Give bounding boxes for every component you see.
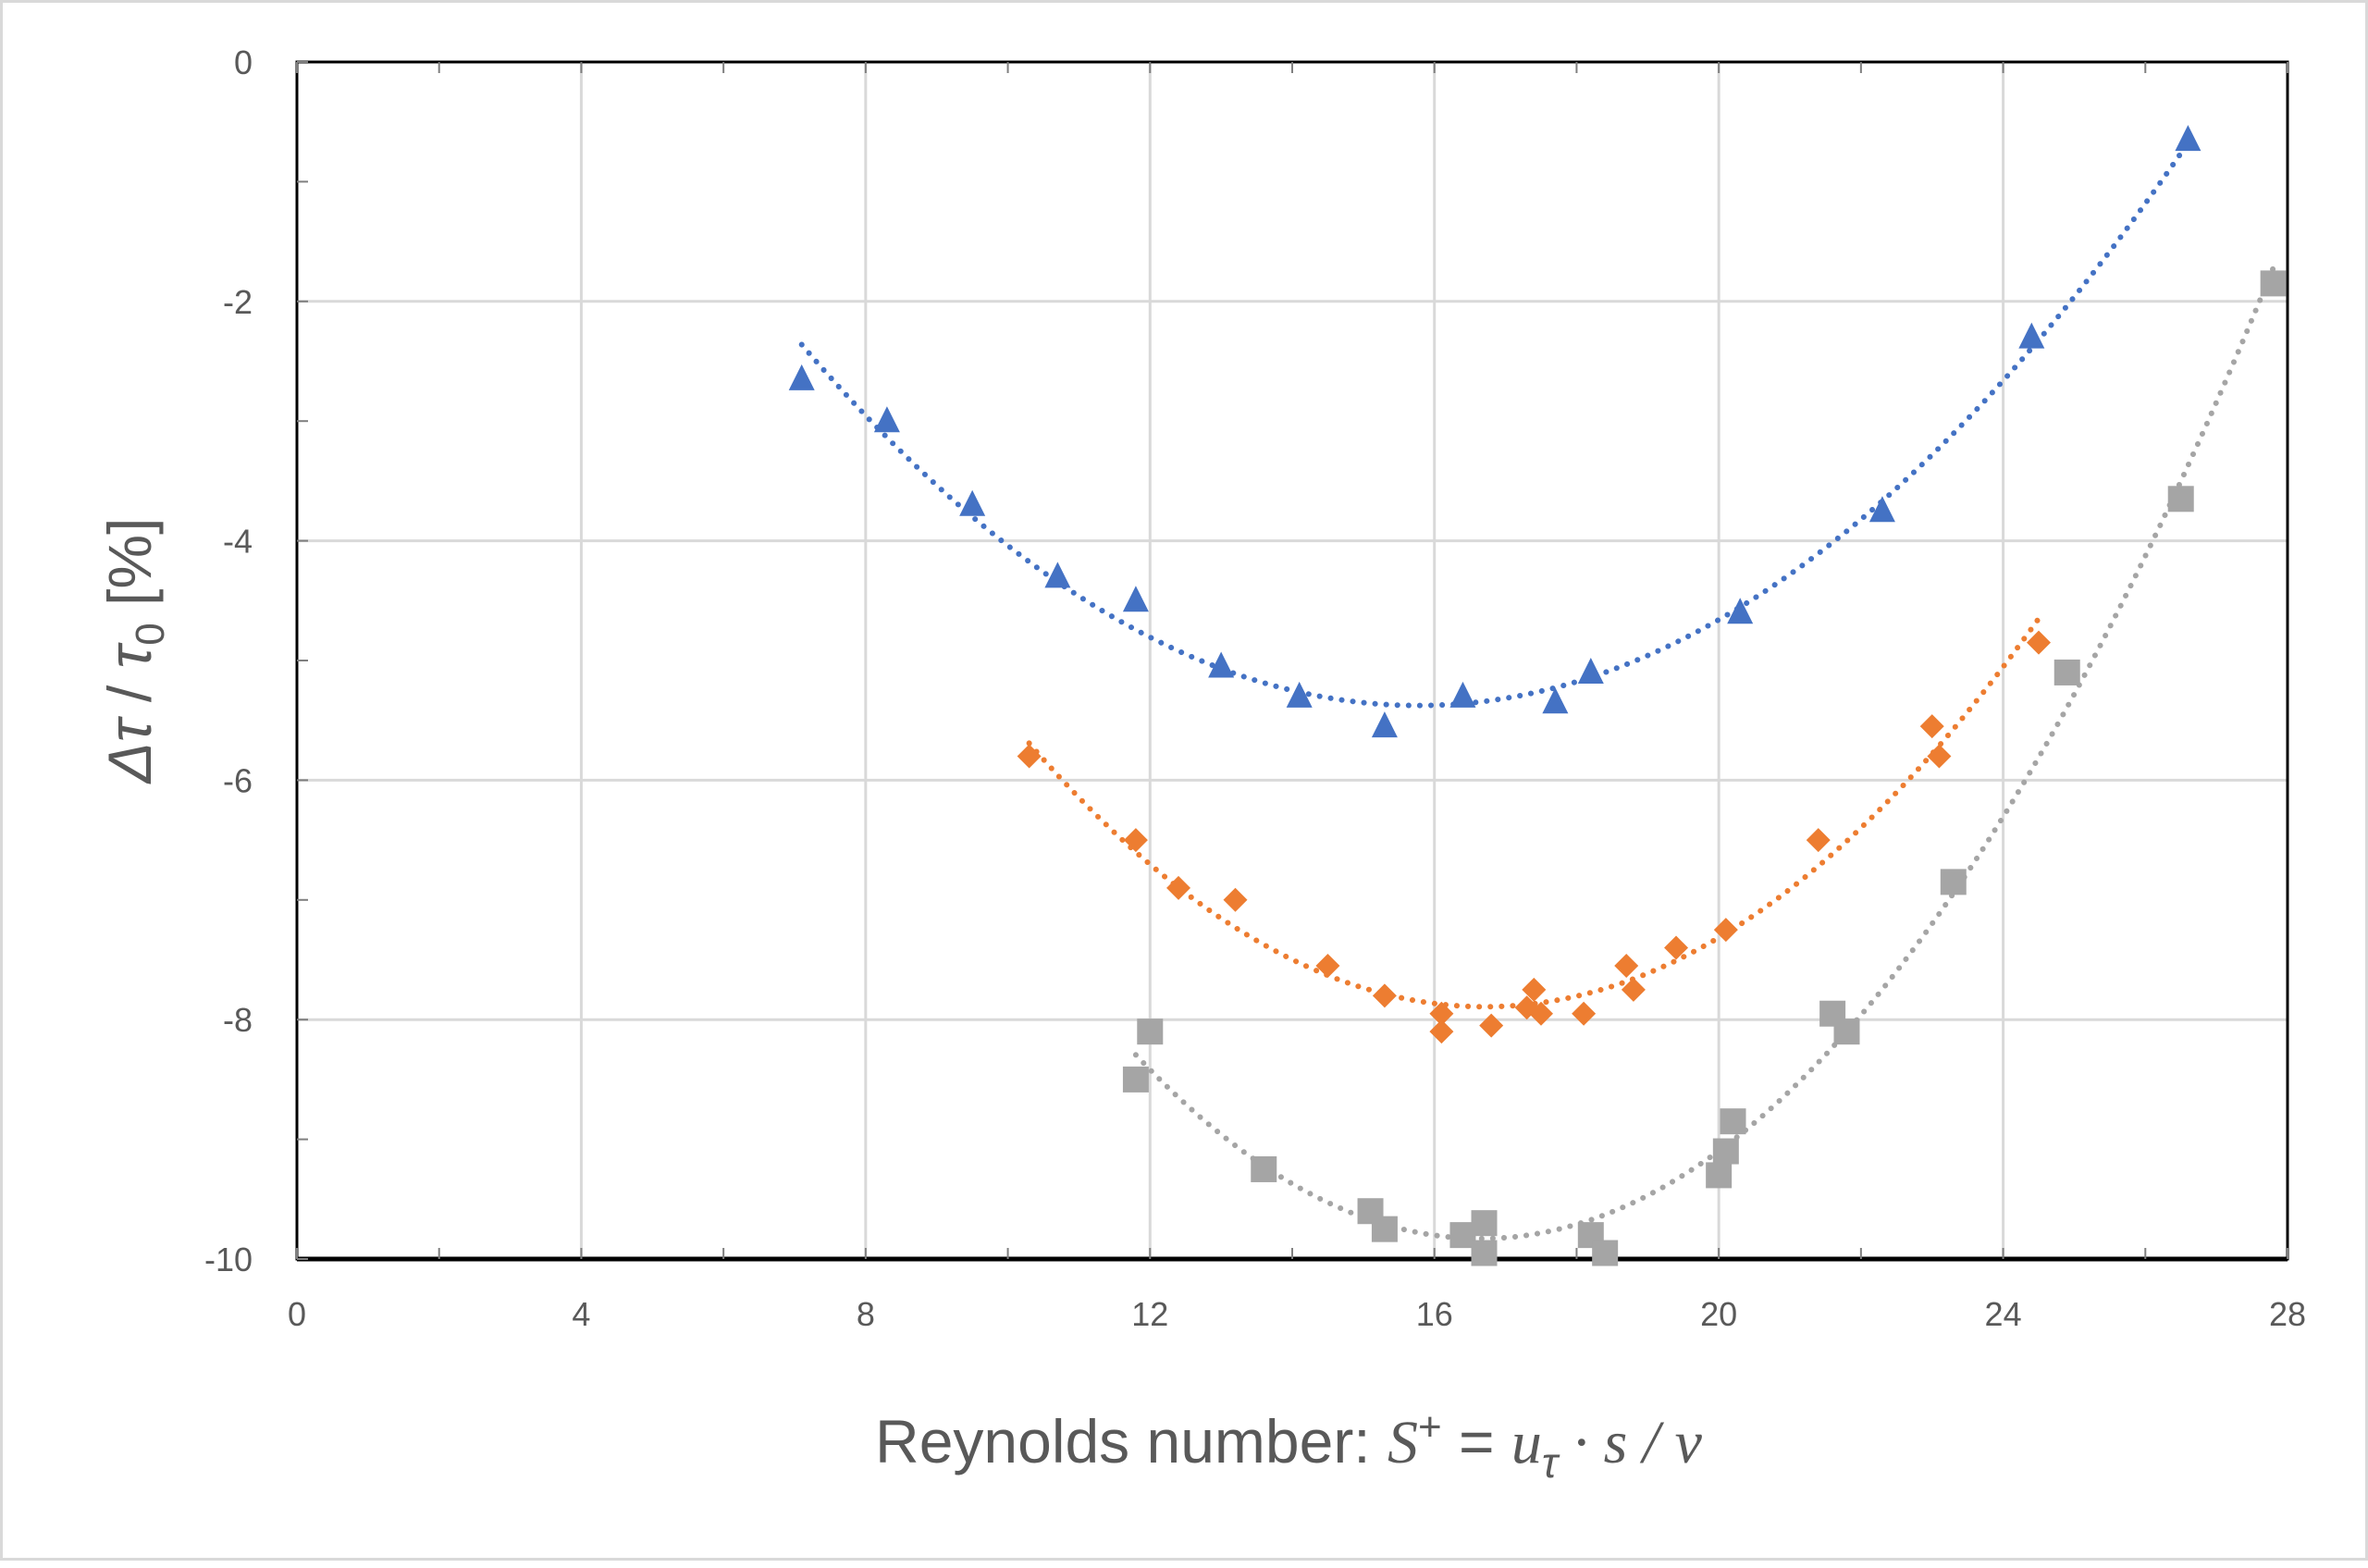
trendline-series-1	[798, 150, 2184, 709]
data-point-diamond	[1522, 977, 1547, 1002]
data-point-triangle	[1208, 651, 1235, 678]
data-point-triangle	[1122, 586, 1149, 612]
y-axis-delta-tau: Δτ	[95, 715, 164, 784]
data-point-diamond	[1806, 828, 1831, 853]
y-tick-label: -4	[223, 523, 253, 561]
grid-layer	[297, 60, 2289, 1259]
y-tick-label: -6	[223, 761, 253, 799]
data-point-diamond	[1123, 828, 1148, 853]
data-point-triangle	[1542, 687, 1569, 714]
data-point-diamond	[2027, 630, 2051, 655]
y-tick-label: 0	[234, 43, 253, 81]
x-axis-s-plus: S	[1388, 1409, 1418, 1476]
data-point-triangle	[1868, 496, 1895, 523]
x-axis-rest: · s / v	[1558, 1409, 1703, 1476]
data-point-triangle	[1286, 681, 1313, 708]
y-axis-tau0: τ	[95, 641, 164, 668]
data-point-square	[1371, 1216, 1398, 1242]
data-point-square	[1712, 1138, 1739, 1165]
data-point-square	[1706, 1162, 1733, 1189]
y-tick-label: -10	[204, 1241, 253, 1278]
data-point-square	[1720, 1108, 1746, 1135]
data-point-triangle	[873, 406, 900, 433]
data-point-triangle	[959, 489, 986, 516]
data-point-diamond	[1166, 875, 1191, 900]
data-point-square	[1833, 1019, 1860, 1045]
y-axis-percent: [%]	[95, 518, 164, 623]
x-tick-label: 12	[1131, 1295, 1168, 1333]
data-point-square	[1471, 1240, 1498, 1266]
data-point-diamond	[1713, 918, 1738, 943]
data-point-diamond	[1614, 953, 1639, 978]
tick-label-layer: 0 4 8 12 16 20 24 28 0 -2 -4 -6 -8 -10	[204, 43, 2306, 1333]
data-point-triangle	[2175, 125, 2202, 152]
marker-layer	[788, 125, 2287, 1266]
data-point-diamond	[1572, 1001, 1597, 1026]
y-axis-title: Δτ / τ0 [%]	[95, 518, 173, 785]
y-axis-slash: /	[95, 668, 164, 719]
x-axis-plus-superscript: +	[1418, 1404, 1442, 1450]
data-point-triangle	[1727, 598, 1754, 624]
plot-border	[295, 60, 2289, 1261]
x-axis-tau-subscript: τ	[1542, 1438, 1560, 1487]
data-point-triangle	[788, 364, 815, 390]
y-tick-label: -2	[223, 283, 253, 321]
x-axis-title: Reynolds number: S+ = uτ · s / v	[875, 1404, 1703, 1487]
data-point-square	[1592, 1240, 1619, 1266]
data-point-square	[1940, 869, 1967, 895]
axis-layer	[295, 60, 2289, 1262]
x-axis-prefix: Reynolds number:	[875, 1407, 1388, 1475]
data-point-triangle	[1449, 681, 1476, 708]
data-point-diamond	[1529, 1001, 1553, 1026]
trendline-series-2	[1026, 615, 2041, 1010]
x-tick-label: 16	[1416, 1295, 1453, 1333]
data-point-diamond	[1927, 744, 1952, 769]
x-tick-label: 28	[2269, 1295, 2306, 1333]
data-point-diamond	[1621, 977, 1646, 1002]
x-tick-label: 20	[1700, 1295, 1737, 1333]
data-point-square	[1251, 1155, 1277, 1182]
data-point-diamond	[1372, 983, 1397, 1008]
data-point-diamond	[1664, 935, 1689, 960]
data-point-triangle	[1371, 711, 1398, 738]
data-point-triangle	[1577, 657, 1604, 684]
data-point-square	[1471, 1210, 1498, 1237]
data-point-square	[2260, 270, 2287, 297]
x-axis-equals: =	[1442, 1407, 1511, 1475]
y-tick-label: -8	[223, 1001, 253, 1039]
chart-svg: 0 4 8 12 16 20 24 280-2-4-6-8-10 Δτ / τ0 [%] Re…	[95, 43, 2306, 1487]
data-point-triangle	[2018, 322, 2045, 349]
data-point-triangle	[1044, 562, 1071, 588]
x-tick-label: 8	[857, 1295, 875, 1333]
data-point-diamond	[1479, 1013, 1504, 1038]
data-point-diamond	[1429, 1019, 1454, 1044]
trendline-series-3	[1132, 265, 2276, 1241]
data-point-square	[1137, 1019, 1164, 1045]
y-axis-zero-subscript: 0	[128, 623, 173, 645]
x-tick-label: 0	[288, 1295, 306, 1333]
data-point-diamond	[1919, 714, 1944, 739]
trend-layer	[798, 150, 2276, 1241]
data-point-square	[1122, 1066, 1149, 1093]
x-tick-label: 24	[1985, 1295, 2022, 1333]
x-tick-label: 4	[572, 1295, 590, 1333]
x-axis-u: u	[1511, 1409, 1542, 1476]
data-point-square	[2167, 486, 2194, 512]
data-point-diamond	[1223, 887, 1248, 912]
data-point-diamond	[1315, 953, 1340, 978]
data-point-square	[2054, 659, 2080, 685]
data-point-diamond	[1017, 744, 1042, 769]
data-point-diamond	[1429, 1001, 1454, 1026]
